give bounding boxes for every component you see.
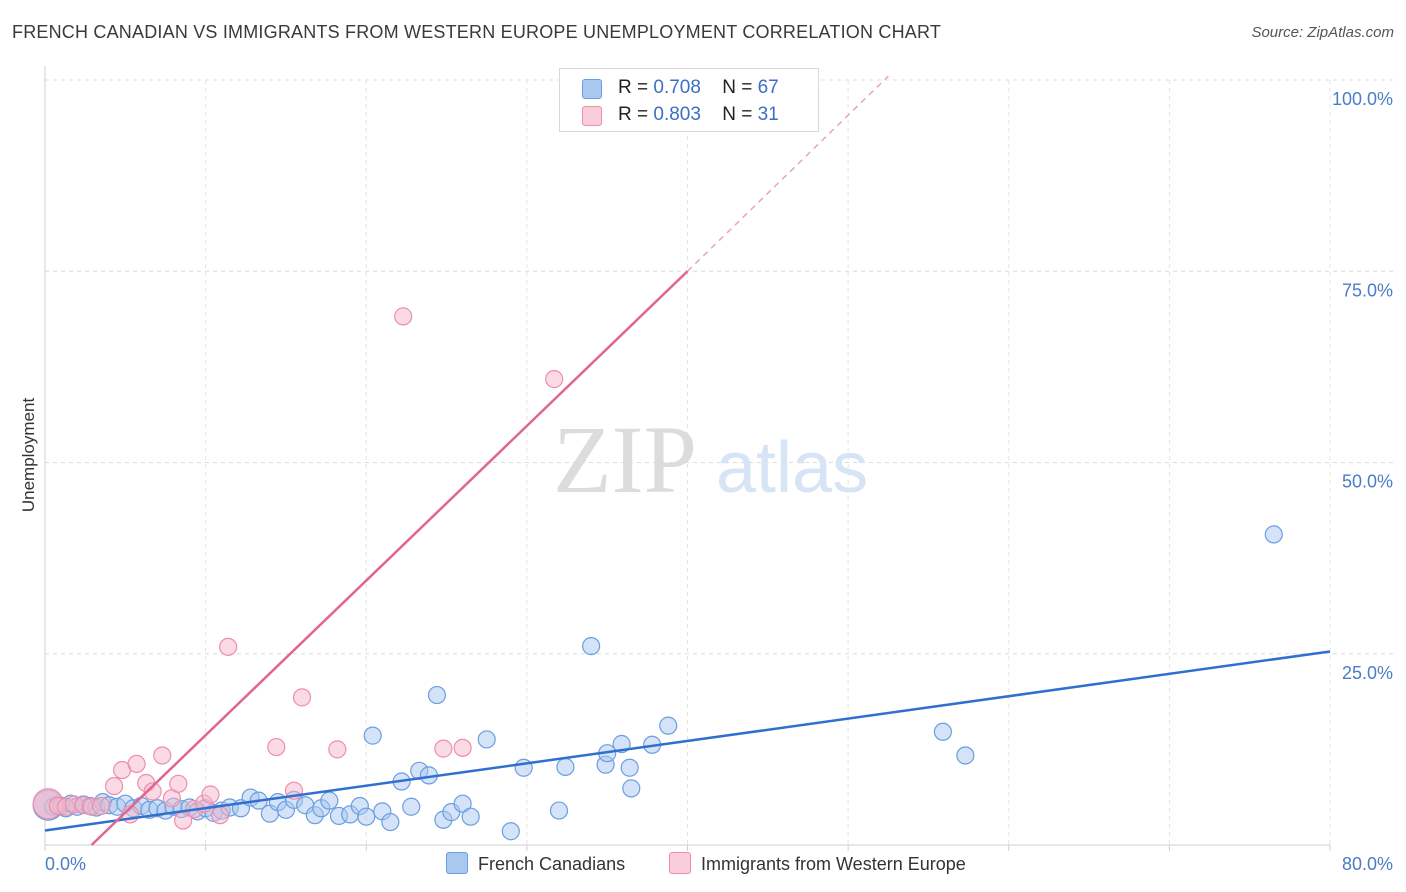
point-french-canadians bbox=[501, 822, 520, 841]
y-tick-label: 50.0% bbox=[1342, 472, 1393, 492]
legend-n-value: 31 bbox=[757, 104, 779, 125]
point-french-canadians bbox=[402, 797, 421, 816]
y-tick-label: 100.0% bbox=[1332, 89, 1393, 109]
bottom-swatch-pink bbox=[669, 852, 691, 874]
point-french-canadians bbox=[1264, 525, 1283, 544]
point-immigrants bbox=[292, 688, 312, 707]
y-axis-title: Unemployment bbox=[19, 398, 38, 513]
point-immigrants bbox=[394, 307, 413, 326]
bottom-legend-label: Immigrants from Western Europe bbox=[701, 854, 966, 874]
point-french-canadians bbox=[549, 801, 569, 820]
point-immigrants bbox=[153, 746, 172, 765]
trend-line-immigrants-extension bbox=[686, 75, 889, 272]
point-french-canadians bbox=[620, 758, 639, 777]
y-tick-label: 25.0% bbox=[1342, 663, 1393, 683]
point-french-canadians bbox=[461, 807, 480, 826]
x-tick-label: 80.0% bbox=[1342, 854, 1393, 874]
chart-title: FRENCH CANADIAN VS IMMIGRANTS FROM WESTE… bbox=[12, 22, 942, 42]
point-french-canadians bbox=[357, 807, 376, 826]
point-french-canadians bbox=[582, 636, 601, 656]
legend-row-french-canadians: R = 0.708 N = 67 bbox=[582, 77, 779, 99]
point-french-canadians bbox=[612, 734, 631, 754]
legend-n-value: 67 bbox=[757, 77, 779, 98]
series-french-canadians bbox=[32, 525, 1283, 841]
point-immigrants bbox=[104, 776, 124, 796]
series-immigrants-western-europe bbox=[32, 307, 564, 830]
point-french-canadians bbox=[956, 746, 975, 765]
trend-lines bbox=[44, 75, 1331, 846]
legend-r-label: R = bbox=[618, 77, 654, 98]
point-french-canadians bbox=[933, 722, 952, 741]
legend-swatch-pink bbox=[582, 106, 602, 126]
point-french-canadians bbox=[453, 794, 472, 813]
x-tick-label: 0.0% bbox=[45, 854, 86, 874]
watermark-zip: ZIP bbox=[553, 406, 697, 513]
point-immigrants bbox=[201, 785, 220, 804]
legend-r-label: R = bbox=[618, 104, 654, 125]
watermark-atlas: atlas bbox=[716, 428, 868, 508]
bottom-legend-label: French Canadians bbox=[478, 854, 626, 874]
point-french-canadians bbox=[320, 791, 339, 810]
trend-line-immigrants bbox=[90, 270, 689, 846]
bottom-legend-immigrants: Immigrants from Western Europe bbox=[669, 852, 966, 875]
point-immigrants bbox=[328, 740, 347, 759]
y-tick-label: 75.0% bbox=[1342, 280, 1393, 300]
point-immigrants bbox=[434, 739, 453, 758]
point-immigrants bbox=[127, 754, 146, 774]
axes bbox=[44, 66, 1331, 851]
point-immigrants bbox=[210, 806, 230, 825]
trend-line-french-canadians bbox=[44, 650, 1331, 832]
legend-row-immigrants: R = 0.803 N = 31 bbox=[582, 104, 779, 126]
grid-lines bbox=[45, 79, 1393, 845]
legend-n-label: N = bbox=[722, 77, 758, 98]
point-french-canadians bbox=[477, 730, 496, 749]
point-immigrants bbox=[267, 737, 286, 757]
point-french-canadians bbox=[622, 779, 641, 798]
point-french-canadians bbox=[659, 716, 678, 735]
point-immigrants bbox=[143, 782, 162, 801]
correlation-legend: R = 0.708 N = 67 R = 0.803 N = 31 bbox=[559, 68, 819, 132]
point-immigrants bbox=[453, 738, 472, 757]
bottom-legend-french-canadians: French Canadians bbox=[446, 852, 625, 875]
point-french-canadians bbox=[556, 757, 575, 777]
point-french-canadians bbox=[427, 685, 447, 705]
chart-source: Source: ZipAtlas.com bbox=[1251, 24, 1394, 41]
watermark: ZIP atlas bbox=[553, 406, 868, 513]
tick-labels: 25.0% 50.0% 75.0% 100.0% 0.0% 80.0% bbox=[45, 89, 1393, 874]
point-immigrants bbox=[545, 370, 564, 389]
legend-n-label: N = bbox=[722, 104, 758, 125]
legend-swatch-blue bbox=[582, 79, 602, 99]
point-immigrants bbox=[169, 774, 188, 793]
point-french-canadians bbox=[363, 726, 382, 745]
bottom-swatch-blue bbox=[446, 852, 468, 874]
point-immigrants bbox=[92, 796, 111, 816]
legend-r-value: 0.708 bbox=[653, 77, 701, 98]
point-french-canadians bbox=[381, 812, 400, 832]
point-immigrants bbox=[219, 637, 238, 656]
legend-r-value: 0.803 bbox=[653, 104, 701, 125]
